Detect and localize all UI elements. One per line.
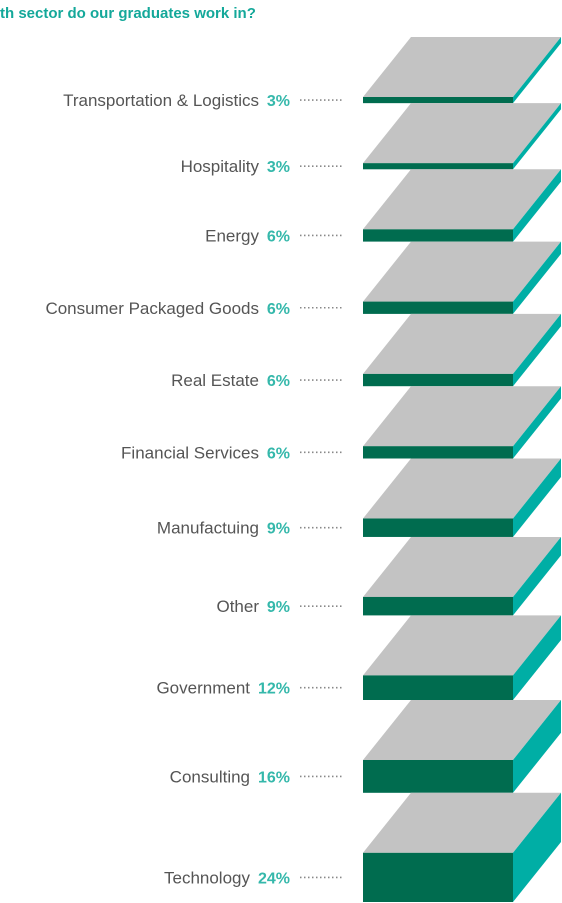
data-label: 6% xyxy=(267,445,290,462)
bar-top-face xyxy=(363,700,561,760)
category-label: Technology xyxy=(164,868,251,887)
bar-side-face xyxy=(513,386,561,459)
bar xyxy=(363,596,513,616)
category-label: Transportation & Logistics xyxy=(63,91,259,110)
category-label: Consumer Packaged Goods xyxy=(45,299,259,318)
bar-side-face xyxy=(513,169,561,242)
bar-block xyxy=(363,792,561,902)
data-label: 9% xyxy=(267,521,290,538)
data-label: 12% xyxy=(258,681,290,698)
bar-side-face xyxy=(513,103,561,170)
bar-label-row: 12% Government xyxy=(156,679,344,698)
data-label: 6% xyxy=(267,301,290,318)
bar-label-row: 9% Manufactuing xyxy=(157,519,344,538)
bar xyxy=(363,97,513,104)
bar-label-row: 6% Real Estate xyxy=(171,371,344,390)
data-label: 3% xyxy=(267,93,290,110)
bar-side-face xyxy=(513,536,561,616)
bar xyxy=(363,301,513,314)
data-label: 6% xyxy=(267,373,290,390)
bar-top-face xyxy=(363,103,561,164)
bar xyxy=(363,163,513,170)
bar-label-row: 6% Consumer Packaged Goods xyxy=(45,299,344,318)
bar-side-face xyxy=(513,615,561,700)
category-label: Energy xyxy=(205,226,259,245)
bar-side-face xyxy=(513,792,561,902)
bar xyxy=(363,760,513,793)
bar-top-face xyxy=(363,241,561,302)
bar-side-face xyxy=(513,700,561,793)
bar-label-row: 16% Consulting xyxy=(170,767,344,786)
bar-label-row: 24% Technology xyxy=(164,868,344,887)
bar-top-face xyxy=(363,536,561,597)
category-label: Other xyxy=(216,597,259,616)
data-label: 9% xyxy=(267,599,290,616)
category-label: Consulting xyxy=(170,767,250,786)
bar-block xyxy=(363,615,561,700)
bar-block xyxy=(363,37,561,104)
data-label: 24% xyxy=(258,870,290,887)
category-label: Manufactuing xyxy=(157,519,259,538)
bar-top-face xyxy=(363,615,561,676)
data-label: 6% xyxy=(267,228,290,245)
bar-side-face xyxy=(513,241,561,314)
bar xyxy=(363,373,513,387)
bar-side-face xyxy=(513,458,561,537)
bar-top-face xyxy=(363,169,561,230)
bar-label-row: 6% Financial Services xyxy=(121,443,344,462)
bar-block xyxy=(363,458,561,537)
bar-top-face xyxy=(363,386,561,447)
bar-top-face xyxy=(363,792,561,853)
bar-block xyxy=(363,700,561,793)
category-label: Financial Services xyxy=(121,443,259,462)
bar xyxy=(363,518,513,537)
bar-label-row: 9% Other xyxy=(216,597,344,616)
bar-block xyxy=(363,386,561,459)
bar-block xyxy=(363,103,561,170)
bar-block xyxy=(363,313,561,387)
category-label: Hospitality xyxy=(181,157,260,176)
bar-label-row: 6% Energy xyxy=(205,226,344,245)
bar xyxy=(363,675,513,700)
bar-block xyxy=(363,169,561,242)
bar-top-face xyxy=(363,458,561,519)
bar-top-face xyxy=(363,313,561,374)
data-label: 3% xyxy=(267,159,290,176)
bar xyxy=(363,229,513,242)
bar-label-row: 3% Hospitality xyxy=(181,157,344,176)
bar-label-row: 3% Transportation & Logistics xyxy=(63,91,344,110)
category-label: Real Estate xyxy=(171,371,259,390)
data-label: 16% xyxy=(258,769,290,786)
bar-top-face xyxy=(363,37,561,97)
bar-block xyxy=(363,536,561,616)
bar-block xyxy=(363,241,561,314)
bar-side-face xyxy=(513,313,561,387)
bar-side-face xyxy=(513,37,561,104)
chart-title: th sector do our graduates work in? xyxy=(0,5,256,22)
category-label: Government xyxy=(156,679,250,698)
bar xyxy=(363,446,513,459)
bar xyxy=(363,852,513,902)
